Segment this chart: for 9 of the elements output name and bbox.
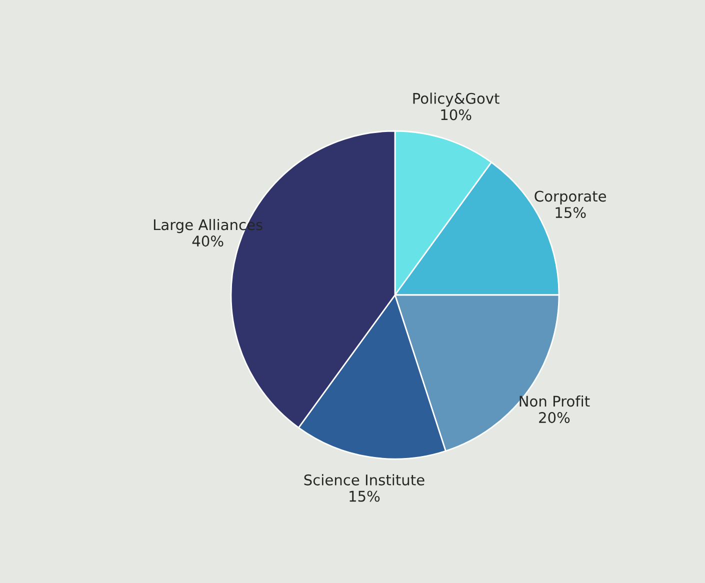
slice-label: Policy&Govt — [413, 92, 500, 107]
slice-label: Science Institute — [304, 474, 424, 486]
data-label: 10% — [441, 109, 472, 120]
data-label: 15% — [556, 207, 586, 218]
data-label: 15% — [350, 490, 380, 502]
data-label: 40% — [192, 236, 224, 247]
data-label: 20% — [539, 412, 570, 424]
slice-label: Corporate — [534, 190, 606, 205]
slice-label: Non Profit — [520, 395, 590, 407]
